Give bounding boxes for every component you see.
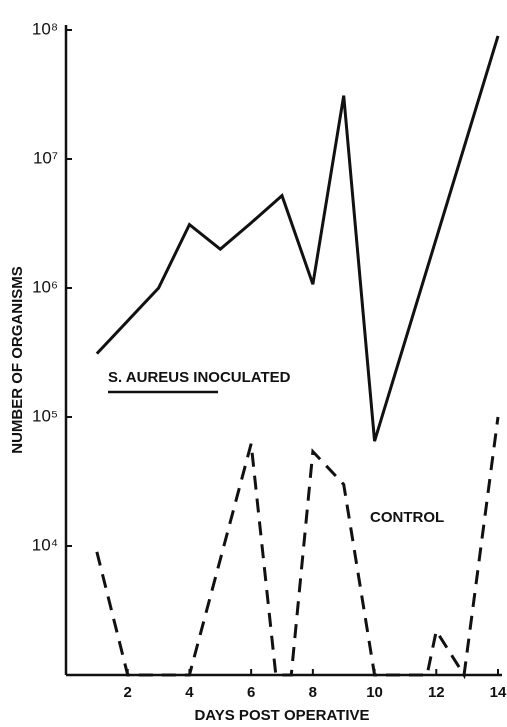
y-tick-label: 10⁷ <box>33 148 58 167</box>
series-line <box>95 416 500 680</box>
x-tick-label: 10 <box>366 684 383 701</box>
legend-label: S. AUREUS INOCULATED <box>108 369 291 386</box>
y-tick-label: 10⁵ <box>32 406 58 425</box>
x-tick-label: 6 <box>247 684 255 701</box>
x-axis-label: DAYS POST OPERATIVE <box>194 707 369 724</box>
y-axis-label: NUMBER OF ORGANISMS <box>9 266 26 454</box>
x-tick-label: 14 <box>490 684 507 701</box>
y-tick-label: 10⁴ <box>32 535 58 554</box>
x-tick-label: 8 <box>309 684 317 701</box>
x-tick-label: 2 <box>124 684 132 701</box>
legend-label: CONTROL <box>370 509 444 526</box>
x-tick-label: 4 <box>185 684 194 701</box>
x-tick-label: 12 <box>428 684 445 701</box>
y-tick-label: 10⁸ <box>32 19 58 38</box>
series-line <box>95 35 500 442</box>
y-tick-label: 10⁶ <box>32 277 58 296</box>
